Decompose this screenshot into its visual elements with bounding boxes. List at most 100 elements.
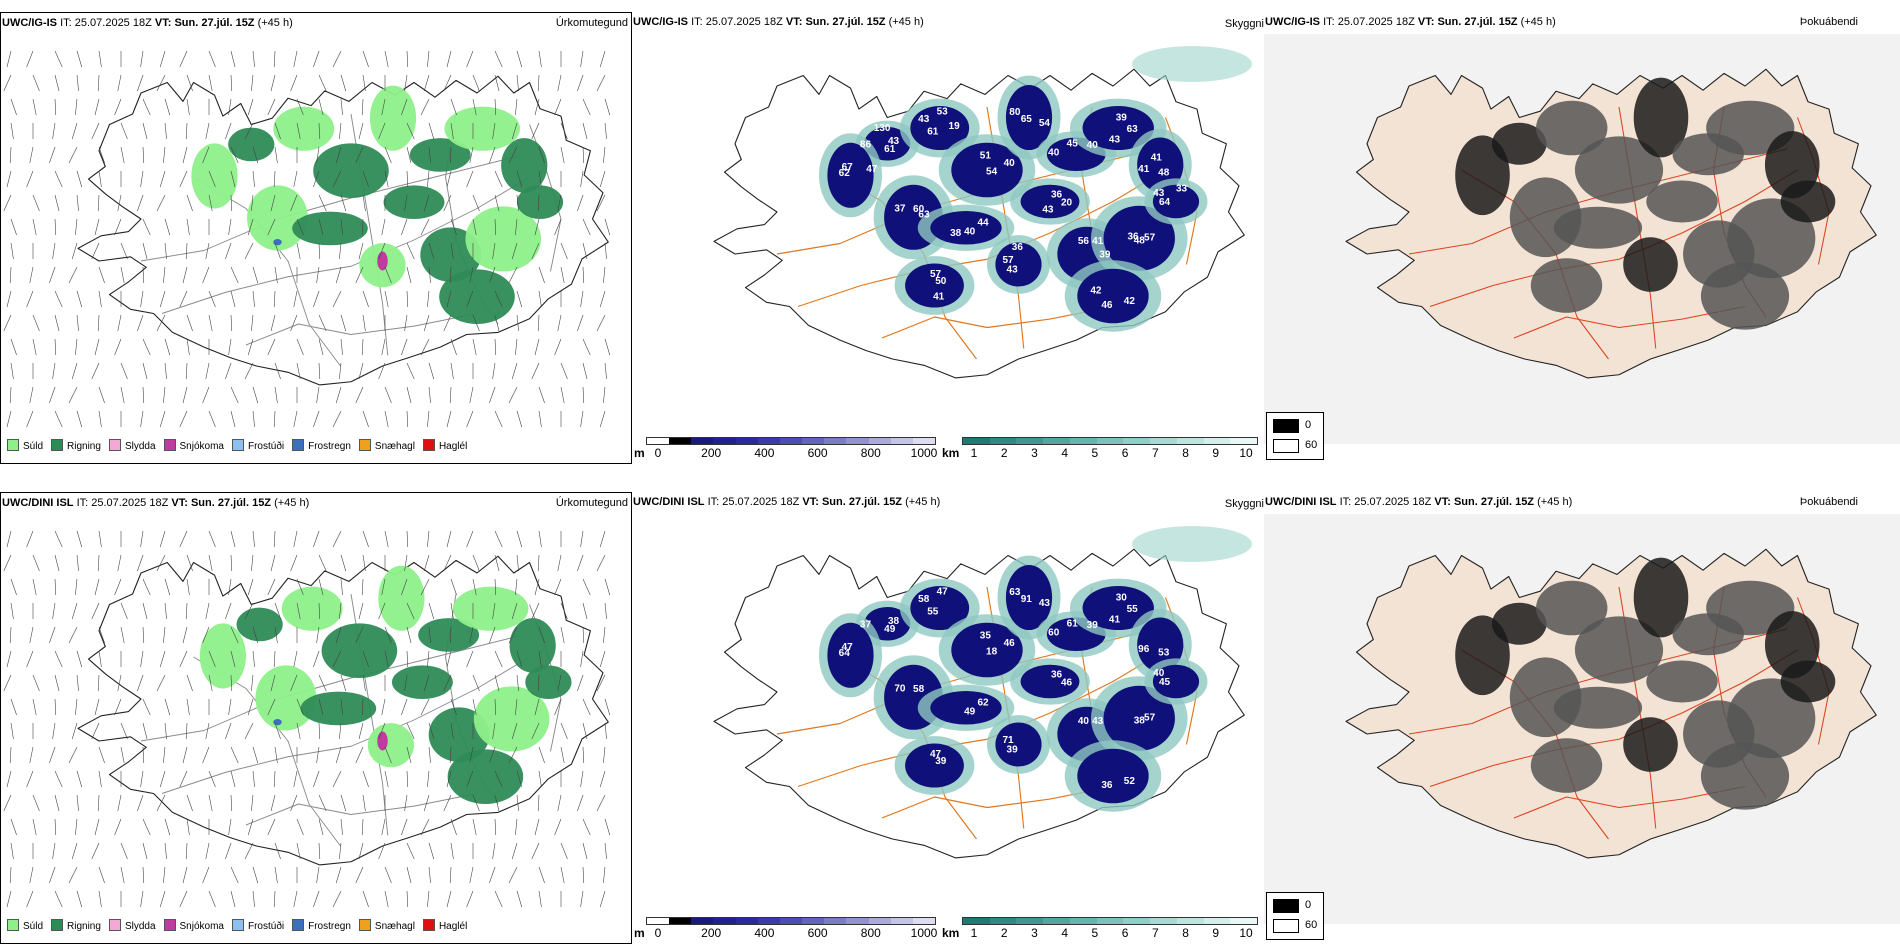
legend-label: Slydda	[124, 921, 156, 932]
colorbar-swatch	[890, 918, 913, 924]
colorbar-swatch	[989, 918, 1017, 924]
lead-time: (+45 h)	[1520, 16, 1556, 28]
legend-label: Súld	[23, 921, 44, 932]
cloud-base-label: 36	[1127, 232, 1139, 243]
colorbar-tick: 600	[807, 926, 828, 940]
legend-label: Snjókoma	[179, 441, 224, 452]
cloud-base-label: 61	[927, 126, 939, 137]
cloud-base-label: 62	[977, 697, 989, 708]
cloud-base-label: 56	[1078, 236, 1090, 247]
colorbar-swatch	[1150, 438, 1177, 444]
iceland-land	[77, 75, 609, 386]
iceland-land	[1345, 548, 1877, 859]
legend-item: Rigning	[51, 919, 101, 932]
legend-item: Súld	[7, 439, 43, 452]
legend-swatch	[292, 919, 305, 931]
it-label: IT:	[1339, 496, 1352, 508]
elevation-colorbar: m 0 200 400 600 800 1000	[634, 437, 940, 460]
colorbar-strip	[962, 437, 1258, 445]
colorbar-tick: 800	[860, 446, 881, 460]
colorbar-swatch	[824, 918, 847, 924]
panel-name: Úrkomutegund	[555, 17, 628, 29]
cloud-base-label: 36	[1101, 780, 1113, 791]
cloud-base-label: 30	[1116, 593, 1128, 604]
cloud-base-label: 57	[1144, 713, 1156, 724]
vt-value: Sun. 27.júl. 15Z	[174, 17, 255, 29]
colorbar-strip	[646, 437, 936, 445]
cloud-base-label: 40	[964, 227, 976, 238]
cloud-base-label: 45	[1159, 677, 1171, 688]
legend-swatch	[292, 439, 305, 451]
cloud-base-label: 62	[839, 168, 851, 179]
colorbar-tick: 5	[1091, 926, 1099, 940]
cloud-base-label: 43	[1007, 265, 1019, 276]
cloud-base-label: 40	[1078, 716, 1090, 727]
colorbar-tick: 4	[1061, 926, 1068, 940]
cloud-base-label: 41	[1138, 164, 1150, 175]
cloud-base-label: 63	[918, 210, 930, 221]
model-name: UWC/IG-IS	[1265, 16, 1320, 28]
iceland-land	[77, 555, 609, 866]
legend-item: Frostúði	[231, 919, 285, 932]
cloud-base-label: 54	[986, 167, 998, 178]
precip-type-map	[3, 50, 611, 428]
precip-panel-row1: UWC/IG-IS IT: 25.07.2025 18Z VT: Sun. 27…	[0, 12, 632, 464]
cloud-base-label: 43	[1109, 135, 1121, 146]
legend-swatch	[7, 439, 19, 451]
vt-value: Sun. 27.júl. 15Z	[190, 497, 272, 509]
model-name: UWC/IG-IS	[2, 17, 57, 29]
iceland-land	[713, 68, 1245, 379]
cloud-base-label: 65	[1021, 114, 1033, 125]
legend-swatch	[231, 919, 244, 931]
legend-item: Súld	[7, 919, 43, 932]
fog-legend-swatch	[1273, 919, 1299, 933]
cloud-base-label: 53	[1158, 648, 1170, 659]
panel-title: UWC/IG-IS IT: 25.07.2025 18Z VT: Sun. 27…	[2, 17, 293, 30]
colorbar-unit: m	[634, 446, 645, 460]
colorbar-tick: 200	[701, 446, 722, 460]
cloud-base-label: 44	[977, 217, 989, 228]
vt-label: VT:	[1417, 16, 1435, 28]
cloud-base-label: 20	[1061, 198, 1073, 209]
cloud-base-label: 47	[937, 586, 949, 597]
cloud-base-label: 38	[888, 616, 900, 627]
cloud-base-label: 39	[935, 756, 947, 767]
cloud-base-label: 51	[980, 151, 992, 162]
cloud-base-label: 43	[1039, 598, 1051, 609]
legend-label: Frostregn	[308, 441, 351, 452]
cloud-base-label: 38	[1134, 716, 1146, 727]
vt-label: VT:	[1434, 496, 1451, 508]
legend-label: Snæhagl	[374, 441, 415, 452]
colorbar-swatch	[779, 438, 803, 444]
legend-item: Frostregn	[292, 919, 351, 932]
colorbar-swatch	[868, 438, 891, 444]
panel-name: Skyggni	[1224, 18, 1264, 30]
vt-label: VT:	[171, 497, 188, 509]
colorbar-swatch	[846, 918, 869, 924]
lead-time: (+45 h)	[257, 17, 293, 29]
vt-value: Sun. 27.júl. 15Z	[805, 16, 886, 28]
cloud-base-label: 57	[930, 269, 942, 280]
colorbar-tick: 6	[1121, 446, 1129, 460]
cloud-base-label: 19	[949, 121, 961, 132]
it-label: IT:	[76, 497, 89, 509]
colorbar-tick: 9	[1212, 926, 1220, 940]
colorbar-unit: km	[942, 926, 960, 940]
cloud-base-label: 39	[1007, 745, 1019, 756]
colorbar-tick: 8	[1182, 446, 1189, 460]
fog-legend-swatch	[1273, 419, 1299, 433]
cloud-base-label: 38	[950, 228, 962, 239]
colorbar-tick: 400	[754, 446, 775, 460]
legend-label: Frostúði	[247, 921, 285, 932]
colorbar-tick: 800	[860, 926, 881, 940]
cloud-base-label: 60	[913, 204, 925, 215]
cloud-base-label: 48	[1134, 235, 1146, 246]
legend-label: Slydda	[124, 441, 156, 452]
fog-legend-label: 0	[1305, 899, 1312, 911]
iceland-land	[713, 548, 1245, 859]
cloud-base-label: 48	[1158, 168, 1170, 179]
colorbar-tick: 0	[654, 926, 662, 940]
cloud-base-label: 39	[1099, 249, 1111, 260]
colorbar-swatch	[1016, 918, 1044, 924]
